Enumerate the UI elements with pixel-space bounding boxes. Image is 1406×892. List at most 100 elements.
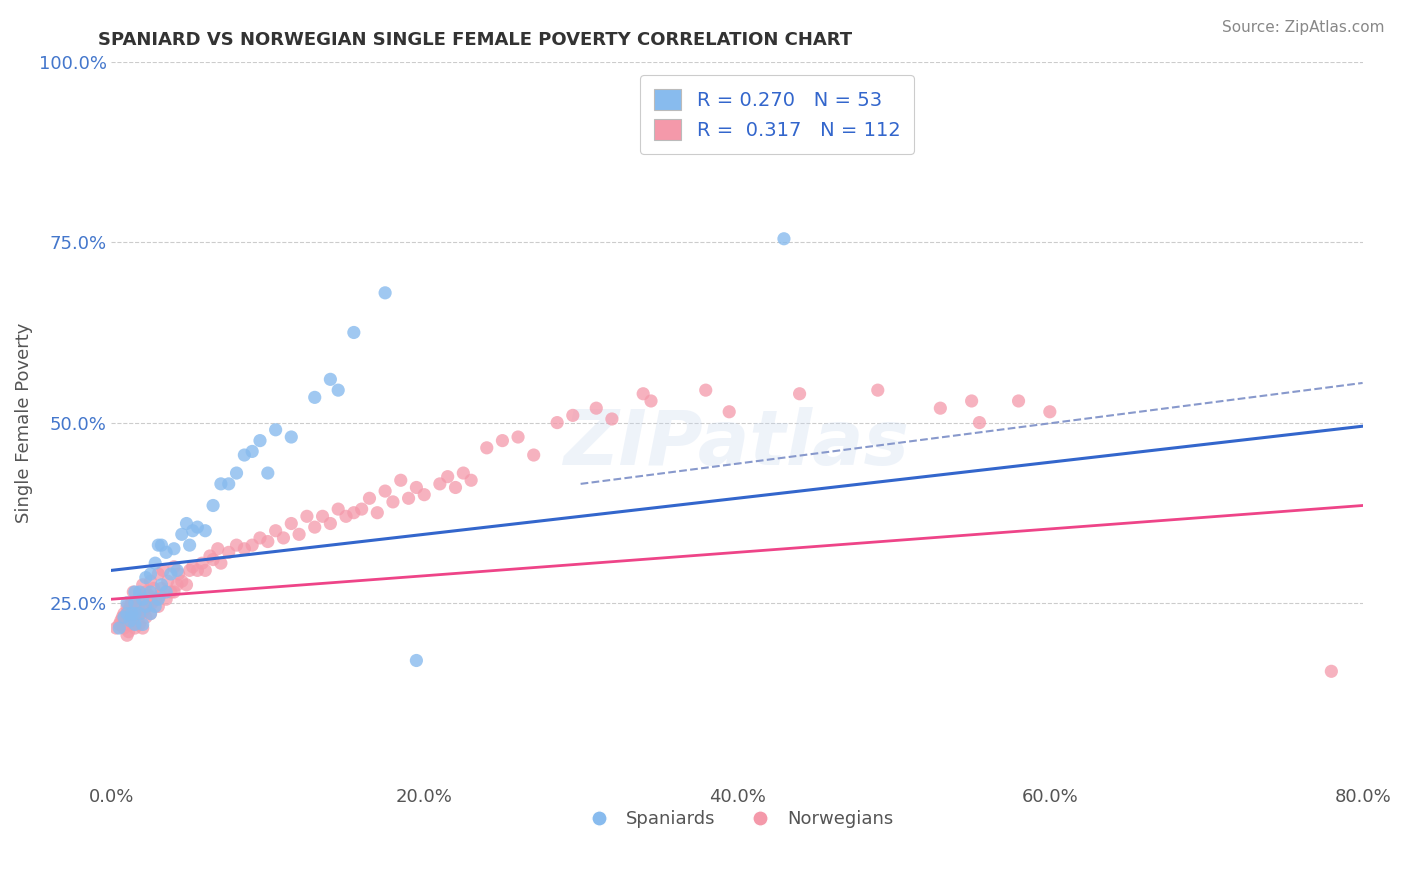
Point — [163, 541, 186, 556]
Point — [155, 545, 177, 559]
Point — [181, 559, 204, 574]
Point — [304, 390, 326, 404]
Point — [128, 617, 150, 632]
Point — [359, 491, 381, 506]
Point — [186, 520, 208, 534]
Point — [110, 614, 132, 628]
Point — [143, 556, 166, 570]
Point — [122, 585, 145, 599]
Point — [179, 538, 201, 552]
Point — [295, 509, 318, 524]
Point — [280, 430, 302, 444]
Point — [135, 585, 157, 599]
Point — [120, 614, 142, 628]
Point — [124, 585, 146, 599]
Point — [960, 394, 983, 409]
Point — [136, 599, 159, 614]
Point — [256, 466, 278, 480]
Point — [139, 574, 162, 589]
Point — [218, 476, 240, 491]
Point — [124, 596, 146, 610]
Point — [167, 566, 190, 581]
Point — [134, 603, 156, 617]
Point — [389, 473, 412, 487]
Point — [191, 556, 214, 570]
Point — [150, 582, 173, 596]
Point — [155, 585, 177, 599]
Point — [170, 527, 193, 541]
Point — [546, 416, 568, 430]
Text: SPANIARD VS NORWEGIAN SINGLE FEMALE POVERTY CORRELATION CHART: SPANIARD VS NORWEGIAN SINGLE FEMALE POVE… — [98, 31, 852, 49]
Point — [139, 585, 162, 599]
Point — [640, 394, 662, 409]
Point — [328, 383, 350, 397]
Point — [444, 480, 467, 494]
Point — [233, 541, 256, 556]
Point — [148, 538, 170, 552]
Point — [105, 621, 128, 635]
Point — [718, 405, 741, 419]
Point — [135, 599, 157, 614]
Point — [929, 401, 952, 416]
Point — [115, 607, 138, 621]
Point — [155, 592, 177, 607]
Point — [112, 621, 135, 635]
Point — [112, 610, 135, 624]
Point — [124, 621, 146, 635]
Point — [128, 585, 150, 599]
Point — [343, 326, 366, 340]
Point — [328, 502, 350, 516]
Point — [1039, 405, 1062, 419]
Point — [600, 412, 623, 426]
Point — [319, 516, 342, 531]
Point — [150, 538, 173, 552]
Point — [163, 559, 186, 574]
Point — [128, 607, 150, 621]
Point — [122, 617, 145, 632]
Point — [374, 285, 396, 300]
Point — [150, 578, 173, 592]
Point — [149, 589, 172, 603]
Y-axis label: Single Female Poverty: Single Female Poverty — [15, 322, 32, 523]
Point — [194, 563, 217, 577]
Point — [121, 607, 143, 621]
Point — [561, 409, 583, 423]
Text: ZIPatlas: ZIPatlas — [564, 408, 910, 481]
Point — [160, 566, 183, 581]
Point — [460, 473, 482, 487]
Point — [131, 592, 153, 607]
Point — [207, 541, 229, 556]
Point — [280, 516, 302, 531]
Point — [335, 509, 357, 524]
Point — [115, 596, 138, 610]
Point — [135, 571, 157, 585]
Point — [1320, 665, 1343, 679]
Point — [350, 502, 373, 516]
Point — [225, 466, 247, 480]
Point — [523, 448, 546, 462]
Point — [121, 614, 143, 628]
Point — [218, 545, 240, 559]
Point — [176, 578, 198, 592]
Point — [240, 444, 263, 458]
Point — [209, 556, 232, 570]
Point — [160, 585, 183, 599]
Point — [115, 599, 138, 614]
Point — [148, 566, 170, 581]
Point — [141, 596, 163, 610]
Point — [121, 596, 143, 610]
Point — [304, 520, 326, 534]
Point — [139, 566, 162, 581]
Point — [506, 430, 529, 444]
Point — [138, 589, 160, 603]
Point — [108, 617, 131, 632]
Point — [491, 434, 513, 448]
Point — [366, 506, 388, 520]
Point — [108, 621, 131, 635]
Point — [156, 574, 179, 589]
Point — [264, 423, 287, 437]
Point — [343, 506, 366, 520]
Point — [319, 372, 342, 386]
Point — [413, 488, 436, 502]
Point — [127, 599, 149, 614]
